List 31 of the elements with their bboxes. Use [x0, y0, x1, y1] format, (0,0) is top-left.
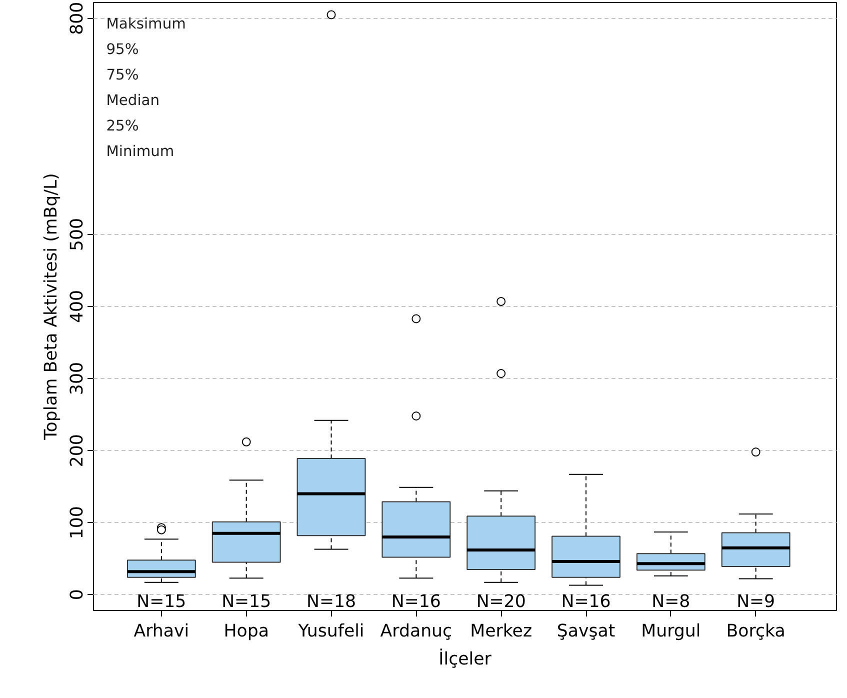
y-tick-label: 400	[68, 290, 88, 324]
x-tick-label: Murgul	[641, 622, 701, 642]
x-tick-label: Arhavi	[134, 622, 190, 642]
x-tick-label: Ardanuç	[380, 622, 452, 642]
y-tick-label: 100	[68, 506, 88, 540]
annotation: N=15	[136, 592, 186, 612]
annotation: N=8	[652, 592, 690, 612]
annotation: 75%	[106, 66, 139, 84]
annotation: N=9	[736, 592, 776, 612]
x-tick-label: Yusufeli	[297, 622, 364, 642]
annotation: Maksimum	[106, 15, 186, 32]
annotation: N=15	[222, 592, 272, 612]
y-tick-label: 0	[68, 589, 88, 600]
y-tick-label: 500	[68, 218, 88, 251]
x-tick-label: Hopa	[224, 622, 269, 642]
y-tick-label: 300	[68, 362, 88, 396]
y-axis-title: Toplam Beta Aktivitesi (mBq/L)	[42, 173, 62, 441]
x-axis-title: İlçeler	[438, 648, 492, 670]
annotation: Median	[106, 92, 160, 109]
y-tick-label: 200	[68, 434, 88, 468]
annotation: N=16	[391, 592, 441, 612]
annotation: 95%	[106, 40, 139, 58]
y-tick-label: 800	[68, 2, 88, 35]
annotation: 25%	[106, 117, 139, 134]
annotation: Minimum	[106, 142, 174, 160]
x-tick-label: Merkez	[470, 622, 532, 642]
annotation: N=20	[476, 592, 526, 612]
x-tick-label: Borçka	[726, 622, 786, 642]
x-tick-label: Şavşat	[556, 622, 616, 642]
annotation: N=18	[306, 592, 356, 612]
annotation: N=16	[561, 592, 611, 612]
